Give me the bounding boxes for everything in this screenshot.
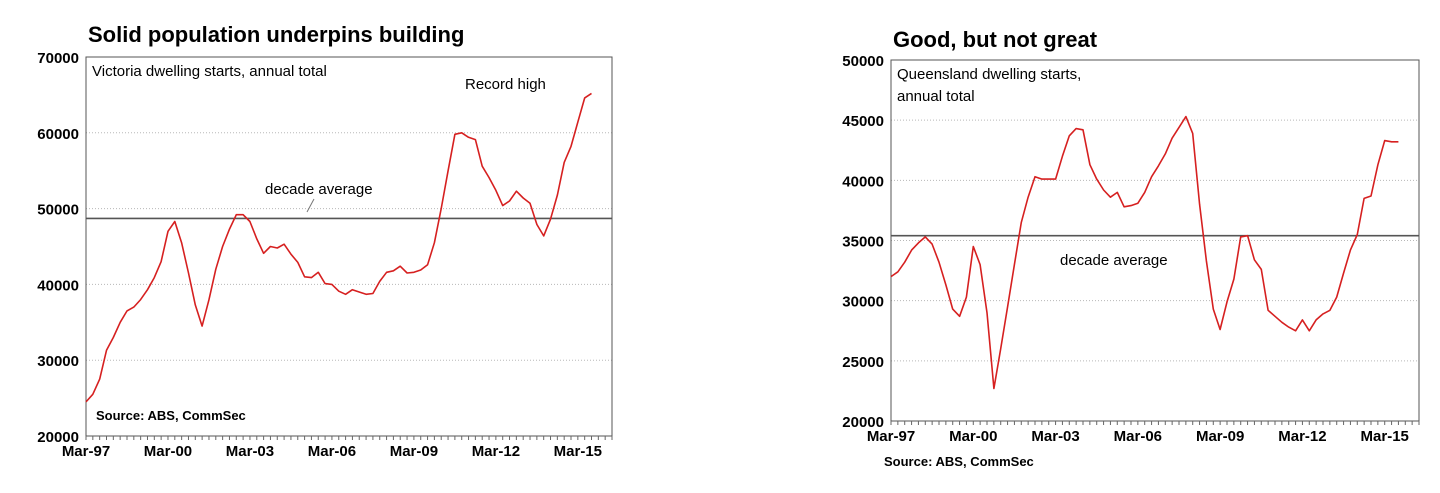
x-tick-label: Mar-00	[949, 428, 997, 445]
y-tick-label: 70000	[37, 50, 79, 67]
y-tick-label: 60000	[37, 126, 79, 143]
y-tick-label: 40000	[842, 173, 884, 190]
y-tick-label: 30000	[842, 294, 884, 311]
decade-average-label: decade average	[265, 181, 373, 198]
x-tick-label: Mar-12	[1278, 428, 1326, 445]
y-tick-label: 50000	[37, 202, 79, 219]
x-tick-label: Mar-09	[390, 443, 438, 460]
y-tick-label: 25000	[842, 354, 884, 371]
y-tick-label: 45000	[842, 113, 884, 130]
chart-panel-queensland: Good, but not great 20000 25000 30000 35000…	[720, 0, 1440, 493]
x-tick-label: Mar-97	[62, 443, 110, 460]
chart-title: Solid population underpins building	[88, 22, 465, 47]
data-line	[890, 115, 1399, 390]
x-tick-label: Mar-97	[867, 428, 915, 445]
annotation-pointer	[306, 198, 315, 213]
source-label: Source: ABS, CommSec	[884, 454, 1034, 469]
y-tick-label: 40000	[37, 277, 79, 294]
x-tick-label: Mar-06	[308, 443, 356, 460]
y-tick-label: 35000	[842, 234, 884, 251]
chart-queensland: 20000 25000 30000 35000 40000 45000 50000 Mar-9…	[842, 53, 1420, 469]
x-tick-label: Mar-12	[472, 443, 520, 460]
x-tick-label: Mar-15	[554, 443, 602, 460]
data-line	[85, 92, 592, 403]
y-tick-label: 20000	[37, 429, 79, 446]
chart-title: Good, but not great	[893, 27, 1098, 52]
x-tick-label: Mar-09	[1196, 428, 1244, 445]
chart-subtitle: Queensland dwelling starts,	[897, 66, 1081, 83]
source-label: Source: ABS, CommSec	[96, 408, 246, 423]
x-tick-label: Mar-03	[1031, 428, 1079, 445]
decade-average-label: decade average	[1060, 252, 1168, 269]
y-tick-label: 30000	[37, 353, 79, 370]
x-tick-label: Mar-00	[144, 443, 192, 460]
y-tick-label: 20000	[842, 414, 884, 431]
x-tick-label: Mar-06	[1114, 428, 1162, 445]
record-high-label: Record high	[465, 76, 546, 93]
chart-victoria: 20000 30000 40000 50000 60000 70000 Mar-97 Mar-…	[37, 50, 613, 460]
plot-frame	[890, 59, 1420, 422]
chart-subtitle: Victoria dwelling starts, annual total	[92, 63, 327, 80]
x-tick-label: Mar-03	[226, 443, 274, 460]
chart-panel-victoria: Solid population underpins building 2000…	[0, 0, 700, 493]
plot-frame	[85, 56, 613, 437]
chart-subtitle: annual total	[897, 88, 975, 105]
x-tick-label: Mar-15	[1361, 428, 1409, 445]
y-tick-label: 50000	[842, 53, 884, 70]
